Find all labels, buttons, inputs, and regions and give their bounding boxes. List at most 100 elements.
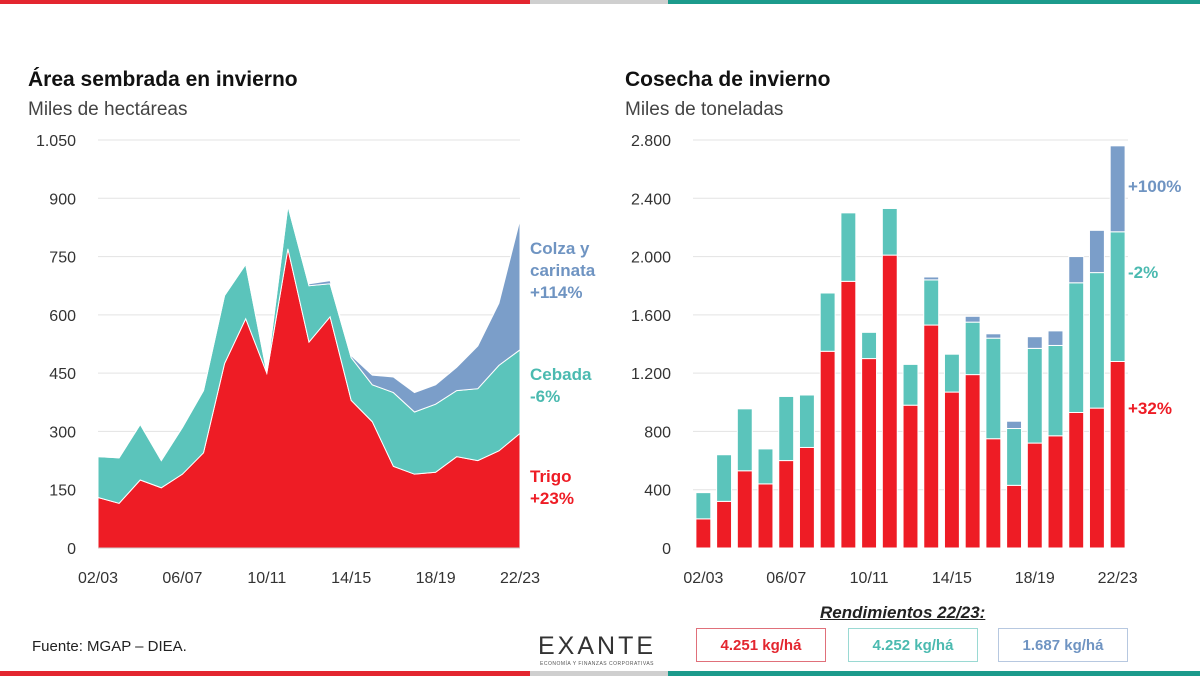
bar-colza-y-carinata xyxy=(1088,229,1105,274)
right-y-tick-label: 800 xyxy=(644,424,671,441)
annot-line: Trigo xyxy=(530,467,572,486)
bar-cebada xyxy=(1088,272,1105,409)
right-y-tick-label: 2.800 xyxy=(631,133,671,150)
left-y-tick-label: 300 xyxy=(49,424,76,441)
bar-trigo xyxy=(964,374,981,549)
right-y-tick-label: 400 xyxy=(644,483,671,500)
annot-line: Cebada xyxy=(530,365,592,384)
annot-line: Colza y xyxy=(530,239,590,258)
exante-logo: EXANTE ECONOMÍA Y FINANZAS CORPORATIVAS xyxy=(538,632,656,667)
bar-cebada xyxy=(1006,428,1023,486)
right-chart-title: Cosecha de invierno xyxy=(625,68,831,91)
bar-colza-y-carinata xyxy=(1026,336,1043,349)
bar-trigo xyxy=(861,358,878,549)
right-y-tick-label: 2.400 xyxy=(631,191,671,208)
bar-cebada xyxy=(778,395,795,462)
right-y-tick-label: 1.200 xyxy=(631,366,671,383)
right-x-tick-label: 22/23 xyxy=(1098,570,1138,587)
left-y-tick-label: 750 xyxy=(49,250,76,267)
bar-cebada xyxy=(798,394,815,448)
right-y-tick-label: 2.000 xyxy=(631,250,671,267)
bar-colza-y-carinata xyxy=(985,333,1002,339)
right-x-tick-label: 18/19 xyxy=(1015,570,1055,587)
bar-trigo xyxy=(1068,411,1085,549)
right-x-tick-label: 14/15 xyxy=(932,570,972,587)
bar-trigo xyxy=(923,324,940,549)
right-chart-subtitle: Miles de toneladas xyxy=(625,99,784,120)
bar-cebada xyxy=(1047,344,1064,437)
bar-cebada xyxy=(964,321,981,376)
left-annot-trigo: Trigo +23% xyxy=(530,466,574,510)
left-y-tick-label: 1.050 xyxy=(36,133,76,150)
bar-colza-y-carinata xyxy=(964,315,981,323)
bar-cebada xyxy=(881,207,898,256)
bar-cebada xyxy=(840,212,857,282)
left-y-tick-label: 900 xyxy=(49,191,76,208)
bar-trigo xyxy=(985,438,1002,549)
bar-trigo xyxy=(943,391,960,549)
bar-cebada xyxy=(861,331,878,360)
left-y-tick-label: 150 xyxy=(49,483,76,500)
bar-trigo xyxy=(1109,360,1126,549)
right-y-tick-label: 0 xyxy=(662,541,671,558)
logo-subtitle: ECONOMÍA Y FINANZAS CORPORATIVAS xyxy=(540,661,654,667)
bar-trigo xyxy=(840,280,857,549)
bar-cebada xyxy=(1068,282,1085,413)
bar-trigo xyxy=(716,500,733,549)
right-y-tick-label: 1.600 xyxy=(631,308,671,325)
bar-colza-y-carinata xyxy=(1068,256,1085,284)
left-x-tick-label: 18/19 xyxy=(416,570,456,587)
left-x-tick-label: 10/11 xyxy=(247,570,286,587)
right-x-tick-label: 10/11 xyxy=(850,570,889,587)
bar-cebada xyxy=(736,408,753,472)
bottom-accent-bar xyxy=(0,671,1200,676)
bar-cebada xyxy=(943,353,960,393)
bar-cebada xyxy=(902,363,919,406)
bar-cebada xyxy=(985,337,1002,440)
bar-colza-y-carinata xyxy=(1006,420,1023,430)
bar-trigo xyxy=(695,518,712,549)
rendimiento-cebada: 4.252 kg/há xyxy=(848,628,978,662)
left-annot-colza: Colza y carinata +114% xyxy=(530,238,595,304)
left-x-tick-label: 14/15 xyxy=(331,570,371,587)
bar-cebada xyxy=(1026,347,1043,444)
annot-line: +23% xyxy=(530,489,574,508)
annot-line: -6% xyxy=(530,387,561,406)
bar-trigo xyxy=(819,350,836,549)
rendimientos-title: Rendimientos 22/23: xyxy=(820,603,986,622)
bar-trigo xyxy=(736,470,753,549)
left-y-tick-label: 0 xyxy=(67,541,76,558)
annot-line: carinata xyxy=(530,261,596,280)
left-chart-subtitle: Miles de hectáreas xyxy=(28,99,188,120)
bar-cebada xyxy=(716,454,733,502)
bar-cebada xyxy=(1109,231,1126,362)
right-annot-trigo: +32% xyxy=(1128,399,1172,418)
left-x-tick-label: 02/03 xyxy=(78,570,118,587)
right-x-tick-label: 06/07 xyxy=(766,570,806,587)
left-annot-cebada: Cebada -6% xyxy=(530,364,591,408)
bar-trigo xyxy=(778,460,795,549)
bar-trigo xyxy=(902,404,919,549)
left-x-tick-label: 22/23 xyxy=(500,570,540,587)
bar-trigo xyxy=(1026,442,1043,549)
rendimiento-trigo: 4.251 kg/há xyxy=(696,628,826,662)
bar-cebada xyxy=(695,492,712,520)
rendimiento-colza: 1.687 kg/há xyxy=(998,628,1128,662)
bar-trigo xyxy=(1006,484,1023,549)
area-colza-y-carinata xyxy=(97,205,521,462)
bar-cebada xyxy=(819,292,836,352)
bar-colza-y-carinata xyxy=(1047,330,1064,346)
bar-cebada xyxy=(923,279,940,326)
bar-trigo xyxy=(881,254,898,549)
bar-cebada xyxy=(757,448,774,485)
annot-line: +114% xyxy=(530,283,583,302)
bar-colza-y-carinata xyxy=(923,276,940,281)
source-note: Fuente: MGAP – DIEA. xyxy=(32,638,187,655)
right-annot-cebada: -2% xyxy=(1128,263,1159,282)
left-y-tick-label: 450 xyxy=(49,366,76,383)
bar-colza-y-carinata xyxy=(1109,145,1126,233)
left-y-tick-label: 600 xyxy=(49,308,76,325)
left-chart-title: Área sembrada en invierno xyxy=(28,68,298,91)
logo-text: EXANTE xyxy=(538,632,657,660)
